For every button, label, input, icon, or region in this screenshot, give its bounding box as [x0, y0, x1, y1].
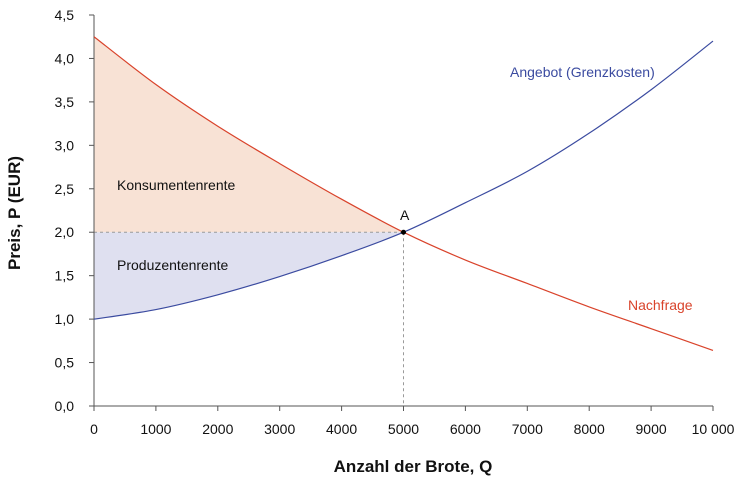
- x-tick-label: 8000: [574, 421, 605, 437]
- y-tick-label: 1,5: [55, 268, 75, 284]
- y-tick-label: 3,5: [55, 94, 75, 110]
- x-tick-label: 7000: [512, 421, 543, 437]
- y-tick-label: 0,5: [55, 355, 75, 371]
- supply-curve-label: Angebot (Grenzkosten): [510, 64, 655, 80]
- y-tick-label: 4,5: [55, 7, 75, 23]
- y-tick-label: 3,0: [55, 137, 75, 153]
- demand-curve-label: Nachfrage: [628, 297, 693, 313]
- x-tick-label: 9000: [636, 421, 667, 437]
- curves: [93, 36, 714, 351]
- y-tick-label: 2,0: [55, 224, 75, 240]
- annotations: Konsumentenrente Produzentenrente Angebo…: [117, 64, 693, 313]
- y-tick-label: 2,5: [55, 181, 75, 197]
- x-tick-label: 0: [90, 421, 98, 437]
- x-tick-label: 4000: [326, 421, 357, 437]
- equilibrium-point: [401, 229, 406, 235]
- x-tick-label: 3000: [264, 421, 295, 437]
- surplus-areas: [94, 36, 404, 320]
- y-tick-label: 0,0: [55, 398, 75, 414]
- x-tick-label: 2000: [202, 421, 233, 437]
- x-tick-label: 5000: [388, 421, 419, 437]
- y-tick-label: 1,0: [55, 311, 75, 327]
- consumer-surplus-area: [94, 36, 404, 233]
- producer-surplus-label: Produzentenrente: [117, 257, 229, 273]
- consumer-surplus-label: Konsumentenrente: [117, 177, 236, 193]
- x-tick-label: 1000: [140, 421, 171, 437]
- x-axis-title: Anzahl der Brote, Q: [334, 457, 493, 476]
- x-tick-label: 6000: [450, 421, 481, 437]
- y-axis-title: Preis, P (EUR): [5, 156, 24, 270]
- producer-surplus-area: [94, 232, 404, 320]
- equilibrium-guides: [94, 231, 404, 406]
- axes: 0 1000 2000 3000 4000 5000 6000 7000 8000 9000 10 …: [55, 7, 735, 437]
- x-tick-label: 10 000: [692, 421, 735, 437]
- equilibrium-point-label: A: [400, 207, 410, 223]
- y-tick-label: 4,0: [55, 50, 75, 66]
